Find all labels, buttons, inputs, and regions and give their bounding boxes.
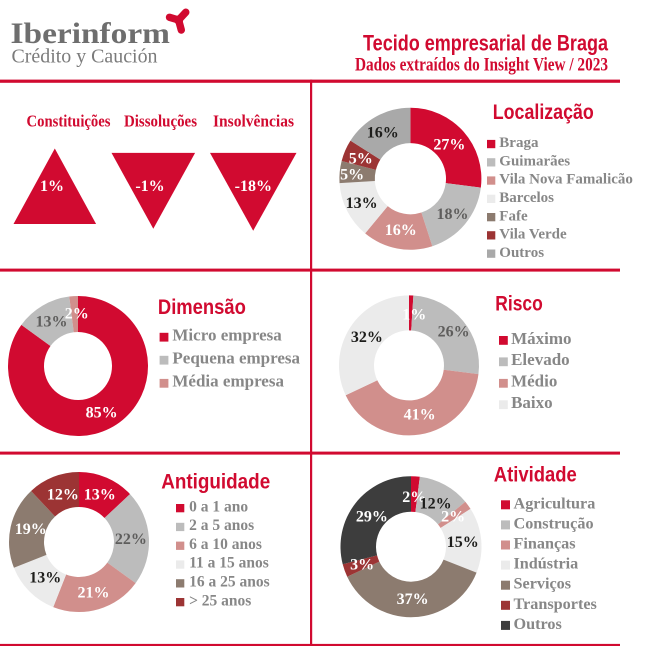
svg-text:Indústria: Indústria (514, 555, 579, 573)
svg-text:Dimensão: Dimensão (158, 295, 246, 319)
svg-text:21%: 21% (78, 584, 110, 601)
svg-text:Máximo: Máximo (511, 329, 571, 348)
svg-text:16%: 16% (385, 222, 417, 239)
svg-text:Outros: Outros (499, 245, 544, 261)
svg-text:Localização: Localização (493, 100, 594, 124)
svg-text:Pequena empresa: Pequena empresa (172, 349, 300, 368)
svg-text:Vila Verde: Vila Verde (499, 227, 567, 243)
svg-text:Antiguidade: Antiguidade (161, 469, 270, 493)
svg-text:Média empresa: Média empresa (172, 372, 284, 391)
svg-text:> 25 anos: > 25 anos (189, 592, 251, 609)
svg-text:85%: 85% (86, 405, 118, 422)
svg-text:32%: 32% (351, 329, 383, 346)
svg-text:13%: 13% (36, 314, 68, 331)
svg-text:15%: 15% (447, 534, 479, 551)
svg-text:2%: 2% (65, 306, 89, 323)
svg-text:Braga: Braga (499, 135, 539, 151)
svg-text:Construção: Construção (514, 514, 594, 532)
svg-text:Médio: Médio (511, 372, 557, 391)
svg-text:2 a 5 anos: 2 a 5 anos (189, 517, 254, 534)
svg-text:2%: 2% (441, 509, 465, 526)
svg-text:Atividade: Atividade (494, 463, 577, 487)
svg-text:Insolvências: Insolvências (213, 111, 295, 130)
svg-text:26%: 26% (438, 324, 470, 341)
svg-text:Baixo: Baixo (511, 393, 553, 412)
svg-text:18%: 18% (437, 206, 469, 223)
svg-text:Barcelos: Barcelos (499, 190, 554, 206)
svg-text:29%: 29% (356, 509, 388, 526)
svg-text:2%: 2% (402, 489, 426, 506)
svg-text:Crédito y Caución: Crédito y Caución (12, 46, 158, 68)
svg-text:Risco: Risco (495, 292, 543, 316)
svg-text:13%: 13% (29, 570, 61, 587)
svg-text:0 a 1 ano: 0 a 1 ano (189, 498, 248, 515)
svg-text:Tecido empresarial de Braga: Tecido empresarial de Braga (363, 31, 608, 56)
svg-text:5%: 5% (349, 150, 373, 167)
svg-text:6 a 10 anos: 6 a 10 anos (189, 536, 262, 553)
svg-text:-1%: -1% (135, 178, 164, 195)
svg-text:5%: 5% (340, 167, 364, 184)
svg-text:Constituições: Constituições (27, 111, 112, 130)
svg-text:16%: 16% (367, 125, 399, 142)
svg-text:Fafe: Fafe (499, 208, 528, 224)
svg-text:12%: 12% (420, 496, 452, 513)
svg-text:3%: 3% (350, 557, 374, 574)
svg-text:13%: 13% (346, 195, 378, 212)
svg-text:Dissoluções: Dissoluções (124, 111, 198, 130)
svg-text:1%: 1% (40, 178, 64, 195)
svg-text:16 a 25 anos: 16 a 25 anos (189, 574, 270, 591)
svg-text:Guimarães: Guimarães (499, 154, 570, 170)
svg-text:11 a 15 anos: 11 a 15 anos (189, 555, 269, 572)
svg-text:Finanças: Finanças (514, 535, 576, 553)
svg-text:-18%: -18% (235, 178, 272, 195)
svg-text:27%: 27% (433, 137, 465, 154)
svg-text:12%: 12% (47, 487, 79, 504)
svg-text:37%: 37% (397, 591, 429, 608)
svg-text:Iberinform: Iberinform (11, 17, 171, 50)
svg-text:22%: 22% (115, 531, 147, 548)
svg-text:Dados extraídos do Insight Vie: Dados extraídos do Insight View / 2023 (355, 54, 608, 75)
svg-text:19%: 19% (15, 521, 47, 538)
svg-text:Elevado: Elevado (511, 350, 570, 369)
svg-text:Serviços: Serviços (514, 575, 572, 593)
svg-text:Outros: Outros (514, 615, 562, 633)
svg-text:Agricultura: Agricultura (514, 494, 596, 512)
svg-text:13%: 13% (84, 487, 116, 504)
svg-text:Transportes: Transportes (514, 595, 597, 613)
svg-text:Micro empresa: Micro empresa (172, 326, 282, 345)
svg-text:41%: 41% (404, 407, 436, 424)
svg-text:Vila Nova Famalicão: Vila Nova Famalicão (499, 172, 633, 188)
svg-text:1%: 1% (402, 306, 426, 323)
